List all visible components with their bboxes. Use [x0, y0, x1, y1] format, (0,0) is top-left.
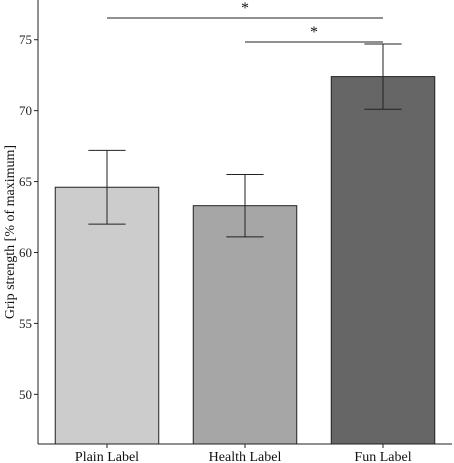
axes-group: 50 55 60 65 70 75 Plain Label Health Label Fun L… — [19, 0, 452, 463]
significance-label-2: * — [310, 24, 318, 41]
significance-label-1: * — [241, 0, 249, 17]
y-axis-title: Grip strength [% of maximum] — [3, 145, 18, 319]
error-bars-group — [88, 43, 402, 238]
bar-health-label — [192, 205, 298, 445]
x-tick-label-fun-label: Fun Label — [354, 450, 411, 463]
y-tick-label-65: 65 — [19, 174, 32, 189]
bar-plain-label — [54, 186, 160, 445]
y-tick-label-60: 60 — [19, 245, 32, 260]
x-tick-label-plain-label: Plain Label — [75, 450, 139, 463]
significance-group: ** — [107, 0, 383, 43]
y-tick-label-75: 75 — [19, 32, 32, 47]
bars-group — [54, 76, 436, 445]
bar-fun-label — [330, 76, 436, 445]
y-tick-label-50: 50 — [19, 387, 32, 402]
x-tick-label-health-label: Health Label — [209, 450, 282, 463]
y-tick-label-55: 55 — [19, 316, 32, 331]
y-tick-label-70: 70 — [19, 103, 32, 118]
